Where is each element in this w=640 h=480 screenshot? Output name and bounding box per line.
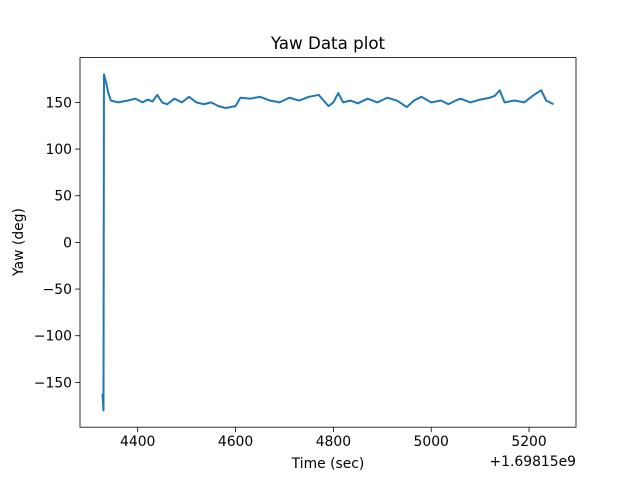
y-tick-label: 100 (45, 142, 72, 158)
axes-frame (79, 57, 577, 428)
x-tick-label: 4400 (120, 434, 155, 450)
y-tick-label: 50 (54, 189, 72, 205)
x-tick-label: 4600 (218, 434, 253, 450)
y-tick-label: 150 (45, 95, 72, 111)
y-tick-label: −50 (43, 282, 72, 298)
x-tick-label: 4800 (316, 434, 351, 450)
y-tick-label: −150 (34, 375, 72, 391)
y-tick-label: 0 (63, 235, 72, 251)
y-tick-label: −100 (34, 329, 72, 345)
y-axis-label: Yaw (deg) (11, 208, 27, 277)
x-tick-label: 5000 (414, 434, 449, 450)
x-offset-label: +1.69815e9 (490, 454, 576, 470)
chart-title: Yaw Data plot (270, 33, 386, 53)
x-axis-label: Time (sec) (291, 456, 365, 472)
x-tick-label: 5200 (511, 434, 546, 450)
data-line (101, 73, 554, 412)
